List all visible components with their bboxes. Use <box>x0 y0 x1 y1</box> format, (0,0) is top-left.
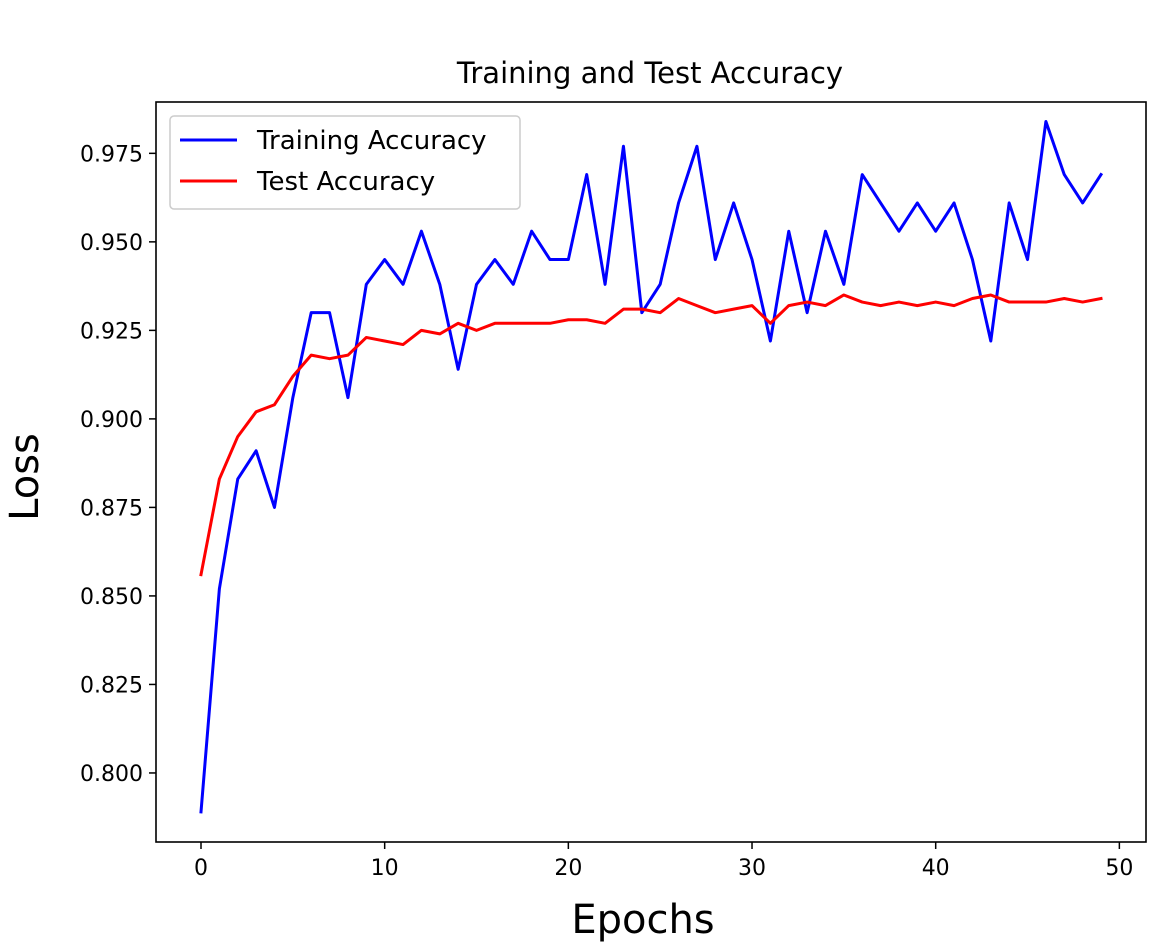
y-tick-label: 0.825 <box>80 673 143 698</box>
x-tick-label: 30 <box>738 856 766 881</box>
y-tick-label: 0.875 <box>80 496 143 521</box>
y-tick-label: 0.900 <box>80 408 143 433</box>
series-line-test-accuracy <box>199 293 1103 577</box>
x-axis-label: Epochs <box>571 897 714 943</box>
chart-title: Training and Test Accuracy <box>456 56 843 90</box>
y-tick-label: 0.925 <box>80 319 143 344</box>
x-axis-ticks: 0 10 20 30 40 50 <box>194 842 1133 881</box>
series-line-training-accuracy <box>199 119 1104 814</box>
y-tick-label: 0.850 <box>80 585 143 610</box>
legend-box <box>169 115 521 210</box>
legend: Training Accuracy Test Accuracy <box>169 115 521 210</box>
y-axis-ticks: 0.800 0.825 0.850 0.875 0.900 0.925 0.950 0.975 <box>80 142 156 787</box>
legend-label-training-accuracy: Training Accuracy <box>256 126 487 156</box>
y-tick-label: 0.975 <box>80 142 143 167</box>
y-tick-label: 0.800 <box>80 762 143 787</box>
series-lines <box>199 119 1104 814</box>
x-tick-label: 40 <box>922 856 950 881</box>
x-tick-label: 20 <box>554 856 582 881</box>
plot-frame <box>155 101 1147 843</box>
x-tick-label: 0 <box>194 856 208 881</box>
x-tick-label: 50 <box>1105 856 1133 881</box>
y-tick-label: 0.950 <box>80 231 143 256</box>
legend-label-test-accuracy: Test Accuracy <box>256 167 435 197</box>
x-tick-label: 10 <box>371 856 399 881</box>
y-axis-label: Loss <box>2 433 48 521</box>
